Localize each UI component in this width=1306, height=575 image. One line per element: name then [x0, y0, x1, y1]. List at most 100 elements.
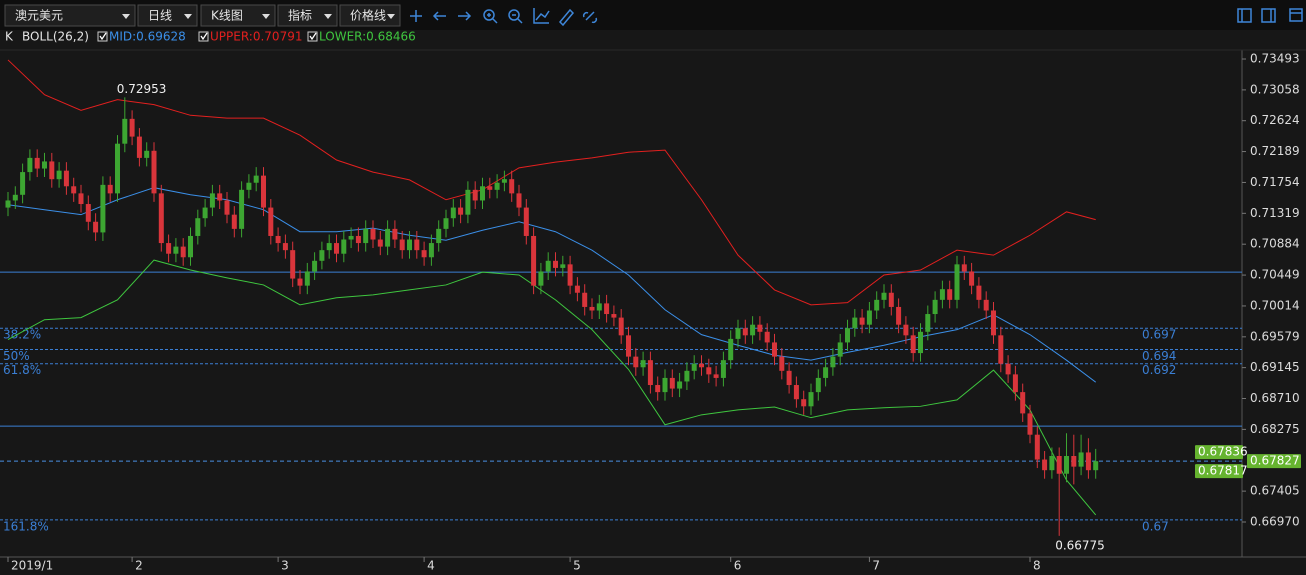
- legend-check[interactable]: [309, 32, 317, 41]
- candle-body: [115, 143, 120, 194]
- link-icon[interactable]: [582, 11, 598, 24]
- candle-body: [290, 250, 296, 279]
- candle-body: [355, 235, 361, 244]
- candle-body: [5, 200, 11, 208]
- dropdown-arrow[interactable]: [324, 14, 332, 19]
- dropdown[interactable]: [339, 4, 401, 27]
- candle-body: [947, 289, 953, 300]
- legend: K BOLL(26,2): [5, 30, 89, 44]
- legend-check[interactable]: [99, 32, 107, 41]
- legend-entry[interactable]: UPPER:0.70791: [210, 30, 302, 44]
- candle-body: [1085, 452, 1091, 471]
- candle-body: [633, 356, 639, 368]
- dropdown[interactable]: [137, 4, 198, 27]
- candle-body: [640, 360, 646, 368]
- candle-body: [385, 228, 391, 247]
- candle-body: [202, 207, 208, 219]
- candle-body: [399, 239, 405, 251]
- dropdown[interactable]: [277, 4, 338, 27]
- legend-checkbox[interactable]: [198, 31, 209, 42]
- candle-body: [998, 335, 1004, 364]
- dropdown-label[interactable]: 澳元美元: [15, 9, 63, 23]
- candle-body: [574, 285, 580, 293]
- candle-body: [71, 186, 77, 194]
- candle-body: [647, 360, 653, 386]
- candle-body: [991, 310, 996, 336]
- candle-body: [494, 182, 500, 190]
- dropdown-arrow[interactable]: [387, 14, 395, 19]
- legend-entry[interactable]: MID:0.69628: [109, 30, 186, 44]
- candle-body: [1042, 459, 1048, 471]
- candle-body: [553, 260, 558, 268]
- candle-body: [297, 278, 303, 286]
- price-tag: [1247, 454, 1301, 469]
- legend-checkbox[interactable]: [97, 31, 108, 42]
- candle-body: [443, 218, 449, 229]
- zoom-in-icon[interactable]: [483, 9, 495, 21]
- x-tick-label: 7: [872, 559, 880, 573]
- candle-body: [538, 271, 544, 286]
- candle-body: [195, 218, 201, 236]
- y-tick-label: 0.70884: [1250, 237, 1300, 251]
- candle-body: [334, 243, 339, 254]
- candle-body: [677, 381, 683, 389]
- chart-icon[interactable]: [533, 8, 550, 24]
- candle-body: [728, 338, 734, 361]
- candle-body: [793, 385, 799, 400]
- layout-icon[interactable]: [1237, 8, 1252, 23]
- candle-body: [129, 118, 135, 137]
- boll-line: [7, 59, 1096, 306]
- candle-body: [903, 324, 909, 336]
- candle-body: [63, 170, 69, 187]
- candle-body: [501, 179, 507, 183]
- y-tick-label: 0.67405: [1250, 484, 1300, 498]
- dropdown[interactable]: [4, 4, 136, 27]
- candle-body: [326, 243, 332, 251]
- price-tag: [1195, 445, 1243, 460]
- dropdown-arrow[interactable]: [122, 14, 130, 19]
- zoom-out-icon[interactable]: [508, 9, 520, 21]
- dropdown-label[interactable]: 价格线: [350, 8, 386, 23]
- candle-body: [757, 324, 763, 332]
- candle-body: [107, 184, 113, 194]
- candle-body: [786, 370, 792, 386]
- legend-check[interactable]: [200, 32, 208, 41]
- candle-body: [122, 118, 128, 144]
- candle-body: [428, 243, 434, 258]
- candle-body: [772, 342, 777, 357]
- candle-body: [363, 228, 369, 244]
- price-tag-label: 0.67817: [1198, 464, 1248, 478]
- legend-entry[interactable]: LOWER:0.68466: [319, 30, 416, 44]
- candle-body: [261, 175, 266, 208]
- window-icon[interactable]: [1289, 8, 1303, 22]
- pen-icon[interactable]: [558, 8, 575, 27]
- candle-body: [582, 292, 588, 307]
- candle-body: [42, 161, 47, 169]
- dropdown-arrow[interactable]: [184, 14, 192, 19]
- legend-checkbox[interactable]: [307, 31, 318, 42]
- candle-body: [472, 189, 478, 201]
- dropdown-arrow[interactable]: [262, 14, 270, 19]
- candle-body: [888, 292, 894, 307]
- candle-body: [859, 317, 865, 325]
- forward-icon[interactable]: [458, 11, 472, 21]
- dropdown-label[interactable]: 指标: [288, 8, 312, 23]
- y-tick-label: 0.71319: [1250, 206, 1300, 220]
- candle-body: [217, 193, 223, 201]
- candle-body: [239, 189, 245, 229]
- candle-body: [976, 285, 982, 300]
- crosshair-icon[interactable]: [410, 10, 422, 22]
- candle-body: [34, 157, 40, 169]
- layout-icon[interactable]: [1261, 8, 1276, 23]
- back-icon[interactable]: [432, 11, 446, 21]
- candle-body: [458, 207, 464, 215]
- indicator-name: K: [5, 30, 14, 44]
- y-tick-label: 0.70449: [1250, 268, 1300, 282]
- candle-body: [12, 194, 18, 201]
- dropdown-label[interactable]: 日线: [148, 9, 172, 23]
- candle-body: [589, 306, 595, 311]
- dropdown-label[interactable]: K线图: [211, 9, 243, 23]
- x-tick-label: 2019/1: [11, 559, 53, 573]
- dropdown[interactable]: [200, 4, 276, 27]
- fib-price: 0.67: [1142, 519, 1169, 533]
